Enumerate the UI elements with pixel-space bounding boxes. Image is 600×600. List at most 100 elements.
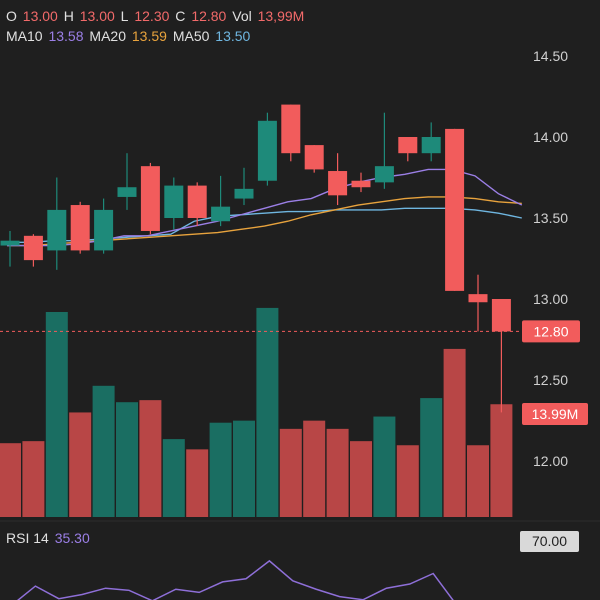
rsi-level-tag-label: 70.00 bbox=[532, 533, 567, 549]
candle bbox=[445, 128, 465, 291]
rsi-header: RSI 14 35.30 bbox=[6, 530, 92, 546]
open-value: 13.00 bbox=[22, 8, 58, 24]
volume-bar bbox=[22, 441, 45, 517]
volume-bar bbox=[69, 412, 92, 517]
candle bbox=[47, 177, 67, 270]
volume-bars bbox=[0, 307, 513, 517]
volume-bar bbox=[233, 420, 255, 517]
candle-body bbox=[491, 299, 511, 332]
volume-bar bbox=[186, 449, 209, 517]
high-label: H bbox=[63, 8, 74, 24]
candle bbox=[234, 167, 254, 206]
volume-value: 13,99M bbox=[257, 8, 305, 24]
candle bbox=[304, 145, 324, 173]
candle-body bbox=[164, 185, 184, 218]
last-volume-tag-label: 13.99M bbox=[532, 406, 579, 422]
low-label: L bbox=[120, 8, 129, 24]
candle bbox=[187, 182, 207, 227]
volume-bar bbox=[350, 441, 372, 517]
volume-bar bbox=[373, 416, 396, 517]
volume-bar bbox=[209, 422, 232, 517]
rsi-value: 35.30 bbox=[54, 530, 90, 546]
volume-label: Vol bbox=[232, 8, 252, 24]
candle-body bbox=[351, 180, 371, 188]
candle bbox=[70, 201, 90, 254]
rsi-level-tag bbox=[520, 531, 579, 552]
volume-bar bbox=[92, 385, 115, 517]
ma50-line bbox=[7, 207, 522, 244]
candle bbox=[94, 198, 114, 254]
volume-bar bbox=[396, 445, 419, 517]
candle-body bbox=[187, 185, 207, 218]
candle bbox=[211, 175, 231, 227]
ma50-value: 13.50 bbox=[215, 28, 251, 44]
candle-body bbox=[304, 145, 324, 170]
candle-body bbox=[328, 171, 348, 196]
candle-body bbox=[211, 206, 231, 222]
volume-bar bbox=[0, 443, 21, 517]
close-value: 12.80 bbox=[191, 8, 227, 24]
ma-header: MA10 13.58 MA20 13.59 MA50 13.50 bbox=[6, 28, 252, 44]
candle bbox=[421, 122, 441, 162]
volume-bar bbox=[256, 307, 279, 517]
last-volume-tag bbox=[522, 403, 588, 425]
volume-bar bbox=[162, 439, 185, 517]
candle bbox=[398, 137, 418, 162]
candle-body bbox=[421, 137, 441, 154]
volume-bar bbox=[467, 445, 489, 517]
volume-bar bbox=[420, 398, 443, 517]
ma10-line bbox=[7, 168, 523, 247]
candle-body bbox=[257, 120, 277, 181]
candle bbox=[281, 104, 301, 162]
y-tick-label: 12.00 bbox=[533, 453, 568, 469]
candle-body bbox=[117, 187, 137, 197]
volume-bar bbox=[139, 400, 162, 517]
y-tick-label: 12.50 bbox=[533, 372, 568, 388]
volume-bar bbox=[490, 404, 513, 517]
ma10-label: MA10 bbox=[6, 28, 43, 44]
candle-body bbox=[468, 294, 488, 303]
volume-bar bbox=[303, 420, 326, 517]
last-price-tag-label: 12.80 bbox=[533, 323, 568, 339]
volume-bar bbox=[326, 428, 349, 517]
candle-body bbox=[281, 104, 301, 154]
high-value: 13.00 bbox=[79, 8, 115, 24]
candle bbox=[468, 274, 488, 332]
y-tick-label: 13.50 bbox=[533, 210, 568, 226]
candle bbox=[257, 112, 277, 186]
candle-body bbox=[398, 137, 418, 154]
candle bbox=[491, 299, 511, 413]
volume-bar bbox=[116, 402, 138, 517]
rsi-line bbox=[16, 559, 454, 600]
candles bbox=[0, 104, 511, 413]
close-label: C bbox=[175, 8, 186, 24]
volume-bar bbox=[443, 348, 466, 517]
open-label: O bbox=[6, 8, 17, 24]
rsi-label: RSI 14 bbox=[6, 530, 49, 546]
ohlc-header: O 13.00 H 13.00 L 12.30 C 12.80 Vol 13,9… bbox=[6, 8, 306, 24]
candle-body bbox=[140, 166, 160, 231]
ma20-label: MA20 bbox=[89, 28, 126, 44]
candle-body bbox=[0, 240, 20, 246]
y-tick-label: 14.50 bbox=[533, 48, 568, 64]
low-value: 12.30 bbox=[134, 8, 170, 24]
y-tick-label: 14.00 bbox=[533, 129, 568, 145]
candle-body bbox=[70, 205, 90, 251]
candle bbox=[328, 153, 348, 206]
ma10-value: 13.58 bbox=[48, 28, 84, 44]
candle-body bbox=[234, 188, 254, 199]
candle bbox=[117, 153, 137, 210]
candle-body bbox=[374, 166, 394, 183]
volume-bar bbox=[279, 428, 302, 517]
ma20-value: 13.59 bbox=[131, 28, 167, 44]
last-price-tag bbox=[522, 320, 580, 343]
candle bbox=[23, 234, 43, 267]
candle bbox=[0, 230, 20, 267]
candle-body bbox=[23, 235, 43, 261]
candle bbox=[164, 177, 184, 230]
candle bbox=[351, 172, 371, 193]
candle-body bbox=[94, 209, 114, 251]
ma50-label: MA50 bbox=[172, 28, 210, 44]
candle-body bbox=[47, 209, 67, 251]
